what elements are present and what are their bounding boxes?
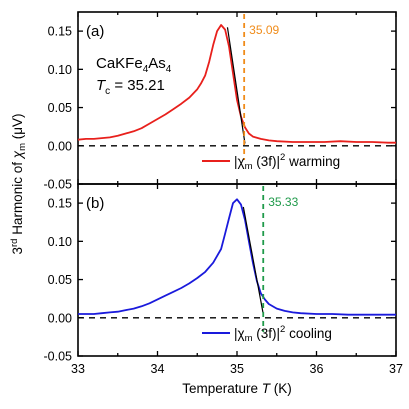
series-line <box>78 198 396 316</box>
legend-cooling-text: |χm (3f)|2 cooling <box>234 324 332 344</box>
panel-a-data <box>77 14 396 160</box>
legend-warming: |χm (3f)|2 warming <box>202 152 340 172</box>
y-tick-label: 0.05 <box>48 101 72 115</box>
y-axis-label: 3rd Harmonic of χm (μV) <box>9 113 28 254</box>
x-tick-label: 35 <box>230 362 244 376</box>
y-tick-label: 0.10 <box>48 235 72 249</box>
x-tick-label: 37 <box>389 362 403 376</box>
fit-line <box>242 206 264 315</box>
tc-value: Tc = 35.21 <box>96 77 165 97</box>
x-tick-label: 34 <box>151 362 165 376</box>
panel-b-vline-label: 35.33 <box>268 195 298 209</box>
fit-line <box>226 27 246 144</box>
y-tick-label: 0.15 <box>48 25 72 39</box>
panel-a-vline-label: 35.09 <box>249 23 279 37</box>
panel-b-label: (b) <box>86 195 104 212</box>
legend-warming-text: |χm (3f)|2 warming <box>234 152 340 172</box>
y-tick-label: 0.15 <box>48 197 72 211</box>
y-tick-label: 0.05 <box>48 273 72 287</box>
panel-a-ticks: -0.05 0.00 0.05 0.10 0.15 <box>44 12 397 192</box>
sample-formula: CaKFe4As4 <box>96 55 172 75</box>
panel-b-ticks: -0.05 0.00 0.05 0.10 0.15 33 34 35 36 37 <box>44 184 403 376</box>
y-tick-label: 0.00 <box>48 139 72 153</box>
legend-cooling: |χm (3f)|2 cooling <box>202 324 332 344</box>
x-tick-label: 36 <box>310 362 324 376</box>
panel-b-data <box>78 186 396 332</box>
panel-a-label: (a) <box>86 23 104 40</box>
y-tick-label: -0.05 <box>44 350 73 364</box>
y-tick-label: 0.00 <box>48 311 72 325</box>
y-tick-label: -0.05 <box>44 178 73 192</box>
series-line <box>77 24 396 144</box>
y-tick-label: 0.10 <box>48 63 72 77</box>
x-axis-label: Temperature T (K) <box>182 381 292 396</box>
x-tick-label: 33 <box>71 362 85 376</box>
